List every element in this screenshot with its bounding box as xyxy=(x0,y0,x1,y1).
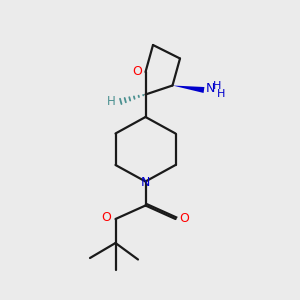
Text: O: O xyxy=(102,211,111,224)
Text: H: H xyxy=(217,88,226,99)
Text: O: O xyxy=(132,65,142,78)
Text: N: N xyxy=(141,176,150,189)
Text: H: H xyxy=(213,81,222,92)
Text: H: H xyxy=(106,95,116,108)
Text: N: N xyxy=(206,82,216,95)
Polygon shape xyxy=(172,85,204,93)
Text: O: O xyxy=(180,212,189,225)
